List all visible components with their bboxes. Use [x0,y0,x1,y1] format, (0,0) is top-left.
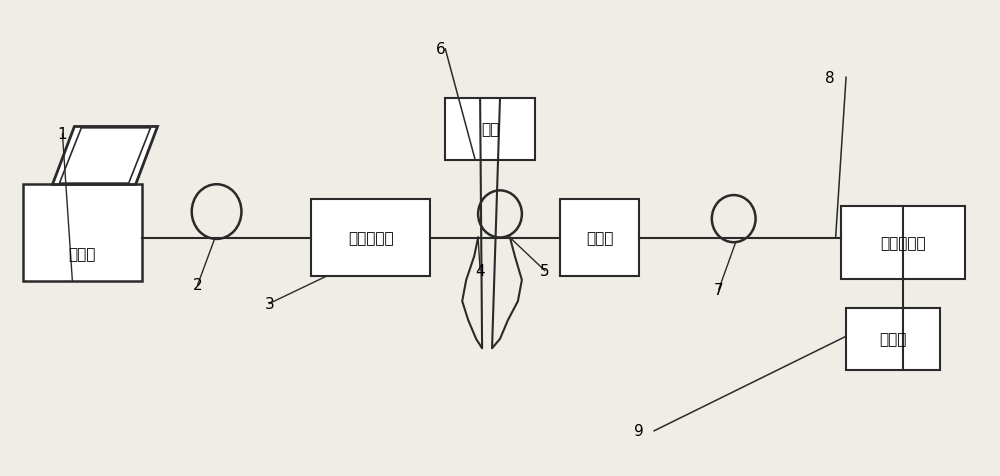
Text: 2: 2 [193,278,203,293]
FancyBboxPatch shape [445,99,535,160]
Polygon shape [53,127,158,185]
Text: 3: 3 [264,297,274,311]
Text: 前置器: 前置器 [586,230,613,246]
Text: 5: 5 [540,263,550,278]
Text: 9: 9 [634,424,644,438]
Text: 数据采集器: 数据采集器 [348,230,394,246]
FancyBboxPatch shape [23,185,142,281]
Text: 涡流传感器: 涡流传感器 [880,235,926,250]
Text: 电源: 电源 [481,122,499,137]
Text: 1: 1 [58,127,67,142]
Text: 6: 6 [435,42,445,57]
Text: 4: 4 [475,263,485,278]
Polygon shape [59,129,151,184]
FancyBboxPatch shape [841,206,965,279]
Text: 7: 7 [714,282,724,297]
FancyBboxPatch shape [311,199,430,277]
FancyBboxPatch shape [846,308,940,370]
Text: 显示仪: 显示仪 [69,247,96,262]
Text: 支撑架: 支撑架 [879,332,906,347]
Text: 8: 8 [825,70,835,86]
FancyBboxPatch shape [560,199,639,277]
